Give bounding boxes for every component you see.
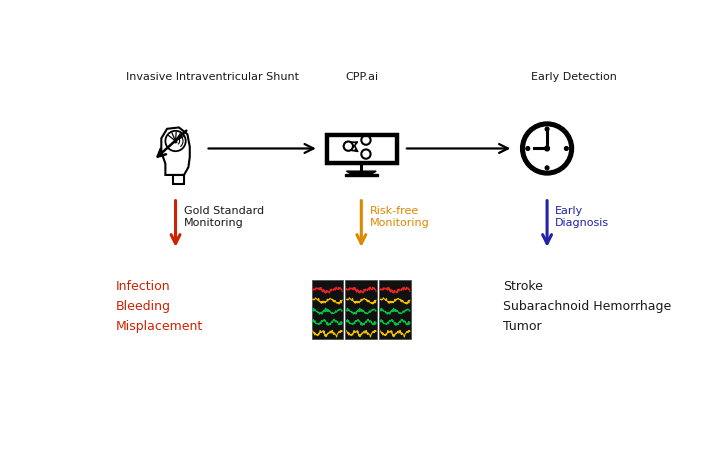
Circle shape: [525, 127, 569, 170]
Circle shape: [545, 146, 549, 151]
Text: Infection
Bleeding
Misplacement: Infection Bleeding Misplacement: [116, 280, 203, 333]
Circle shape: [526, 146, 529, 150]
FancyBboxPatch shape: [328, 136, 395, 161]
Text: Early
Diagnosis: Early Diagnosis: [556, 206, 609, 228]
FancyBboxPatch shape: [326, 134, 397, 163]
Text: Stroke
Subarachnoid Hemorrhage
Tumor: Stroke Subarachnoid Hemorrhage Tumor: [503, 280, 672, 333]
Text: Risk-free
Monitoring: Risk-free Monitoring: [369, 206, 429, 228]
Text: Gold Standard
Monitoring: Gold Standard Monitoring: [184, 206, 264, 228]
Bar: [345, 280, 377, 340]
Polygon shape: [345, 174, 378, 176]
Text: Early Detection: Early Detection: [531, 73, 617, 82]
Circle shape: [545, 166, 549, 170]
Text: CPP.ai: CPP.ai: [345, 73, 378, 82]
Circle shape: [521, 122, 573, 175]
Text: Invasive Intraventricular Shunt: Invasive Intraventricular Shunt: [126, 73, 300, 82]
Bar: [312, 280, 343, 340]
Polygon shape: [346, 171, 376, 174]
Circle shape: [545, 127, 549, 131]
Bar: [379, 280, 411, 340]
Circle shape: [565, 146, 568, 150]
